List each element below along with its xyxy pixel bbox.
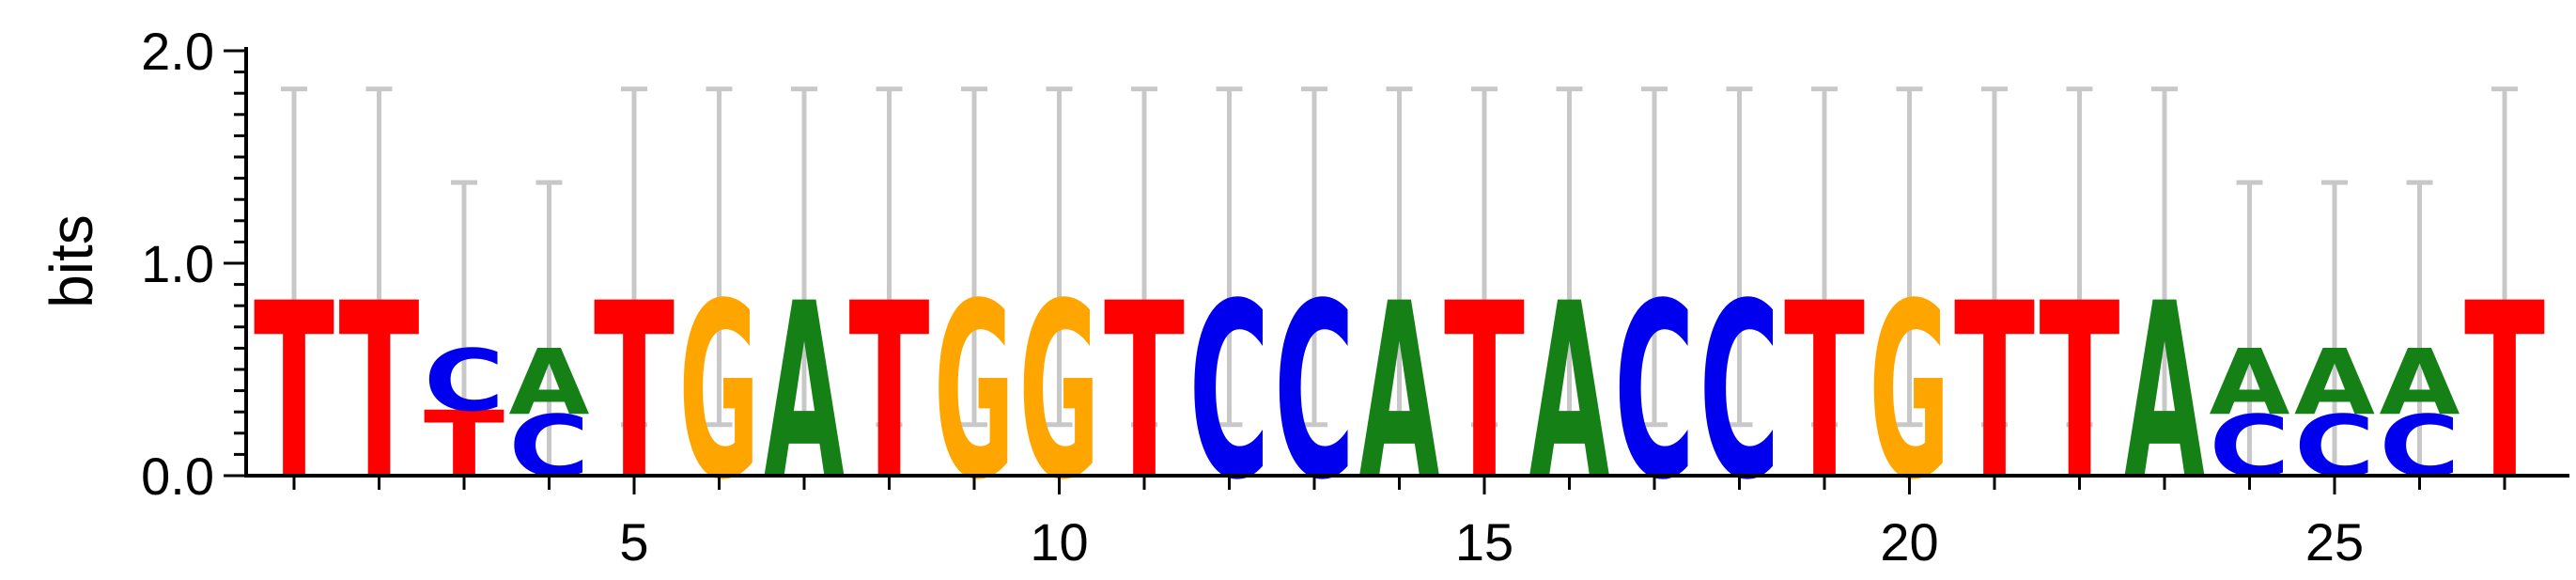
error-bar: [2406, 180, 2433, 476]
logo-letter-a: A: [1359, 251, 1440, 533]
error-bar: [1726, 86, 1753, 428]
x-tick-label: 15: [1455, 512, 1513, 572]
error-bar: [451, 180, 477, 476]
error-bar: [1131, 86, 1157, 428]
logo-letter-t: T: [2040, 251, 2120, 533]
error-bar: [1386, 86, 1413, 428]
logo-letter-a: A: [2294, 332, 2375, 436]
error-bar: [1301, 86, 1327, 428]
logo-letter-c: C: [1699, 253, 1779, 534]
logo-letter-t: T: [1784, 251, 1865, 533]
error-bar: [1556, 86, 1583, 428]
logo-letter-a: A: [764, 251, 845, 533]
error-bar: [1811, 86, 1838, 428]
x-ticks: 5 10 15 20 25: [292, 476, 2506, 572]
logo-letter-a: A: [509, 332, 590, 436]
error-bar: [2066, 86, 2093, 428]
logo-letter-a: A: [2124, 251, 2205, 533]
error-bar: [2321, 180, 2348, 476]
error-bar: [1046, 86, 1073, 428]
logo-letter-c: C: [424, 332, 504, 431]
logo-letter-c: C: [1274, 253, 1355, 534]
error-bar: [706, 86, 733, 428]
x-tick-label: 5: [619, 512, 648, 572]
error-bar: [1471, 86, 1497, 428]
error-bar: [281, 86, 307, 476]
error-bars: [281, 86, 2518, 476]
x-tick-label: 20: [1880, 512, 1938, 572]
error-bar: [2236, 180, 2263, 476]
logo-letter-a: A: [1529, 251, 1610, 533]
logo-letter-t: T: [1954, 251, 2035, 533]
y-tick-label: 1.0: [141, 234, 214, 293]
logo-letter-c: C: [1188, 253, 1269, 534]
y-tick-label: 0.0: [141, 447, 214, 506]
x-tick-label: 25: [2305, 512, 2364, 572]
error-bar: [621, 86, 647, 428]
error-bar: [1641, 86, 1668, 428]
logo-letter-t: T: [849, 251, 930, 533]
logo-letter-a: A: [2380, 332, 2460, 436]
error-bar: [2491, 86, 2518, 476]
logo-letter-g: G: [934, 253, 1015, 534]
logo-letter-t: T: [339, 251, 420, 533]
logo-letter-t: T: [254, 251, 334, 533]
x-tick-label: 10: [1030, 512, 1088, 572]
error-bar: [876, 86, 903, 428]
error-bar: [365, 86, 393, 476]
error-bar: [535, 180, 563, 476]
y-ticks: 0.0 1.0 2.0: [141, 22, 246, 506]
logo-letter-c: C: [1614, 253, 1695, 534]
y-tick-label: 2.0: [141, 22, 214, 81]
error-bar: [2151, 86, 2178, 428]
y-axis-label: bits: [38, 214, 105, 308]
logo-letter-a: A: [2210, 332, 2290, 436]
logo-letter-g: G: [679, 253, 760, 534]
error-bar: [1896, 86, 1923, 428]
error-bar: [1216, 86, 1243, 428]
logo-letter-t: T: [1104, 251, 1185, 533]
error-bar: [961, 86, 987, 428]
error-bar: [791, 86, 817, 428]
error-bar: [1981, 86, 2008, 428]
logo-letter-t: T: [2464, 251, 2545, 533]
